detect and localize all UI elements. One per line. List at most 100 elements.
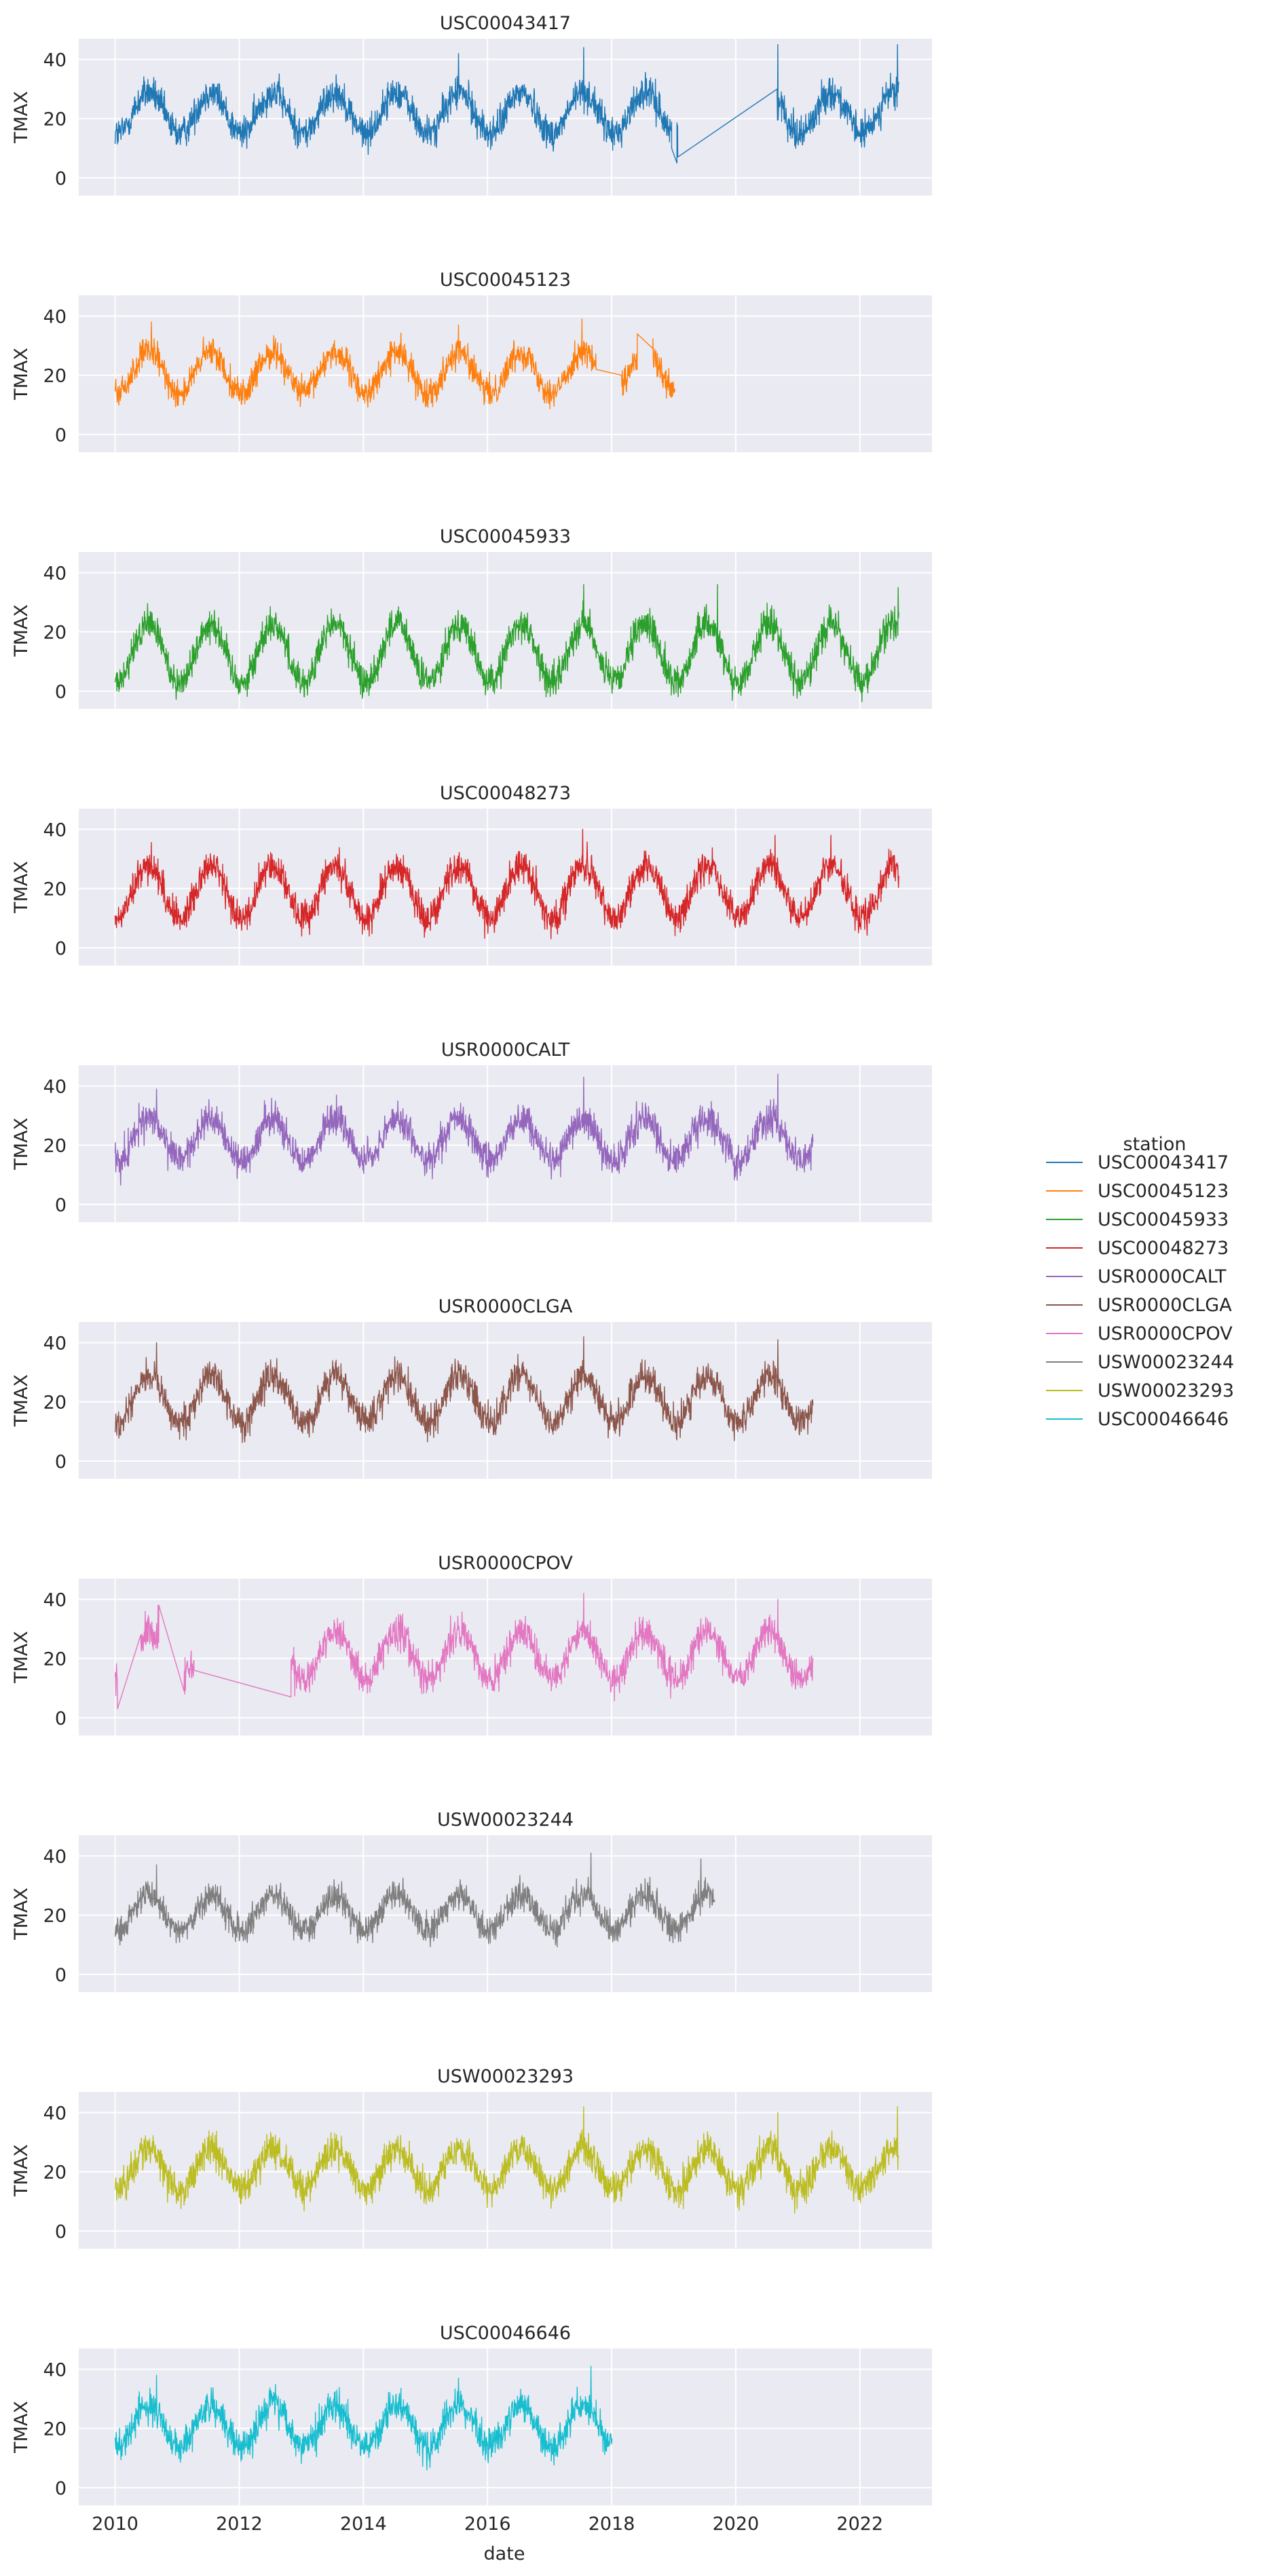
legend-item-usc00045123: USC00045123 [1046,1181,1229,1202]
series-line-usc00045933 [114,584,899,703]
panel-title: USC00043417 [440,13,571,34]
legend-item-usw00023293: USW00023293 [1046,1380,1234,1401]
legend-label: USR0000CPOV [1098,1323,1233,1344]
y-tick-label: 0 [55,682,67,703]
y-tick-label: 40 [43,1077,67,1098]
panel-title: USC00045933 [440,526,571,547]
series-line-usc00046646 [114,2366,613,2471]
panel-usc00046646: 0 20 40 2010 2012 2014 2016 2018 2020 2022 USC0004… [11,2323,932,2535]
y-tick-label: 40 [43,50,67,71]
x-tick-label: 2012 [216,2514,263,2535]
x-tick-label: 2014 [340,2514,387,2535]
legend-item-usc00046646: USC00046646 [1046,1409,1229,1430]
panel-usw00023244: 0 20 40 USW00023244 TMAX [11,1809,932,1992]
y-axis-label: TMAX [11,91,32,144]
y-tick-label: 40 [43,2103,67,2124]
series-line-usr0000calt [114,1073,814,1186]
x-axis-label: date [484,2543,525,2564]
y-tick-label: 40 [43,1590,67,1611]
y-axis-label: TMAX [11,348,32,401]
panel-usw00023293: 0 20 40 USW00023293 TMAX [11,2066,932,2249]
y-tick-label: 20 [43,2163,67,2184]
panel-usc00048273: 0 20 40 USC00048273 TMAX [11,783,932,965]
series-line-usw00023293 [114,2106,899,2214]
panel-title: USR0000CALT [441,1039,570,1061]
y-tick-label: 20 [43,366,67,387]
y-axis-label: TMAX [11,604,32,657]
legend-item-usc00045933: USC00045933 [1046,1209,1229,1230]
y-tick-label: 40 [43,1847,67,1868]
y-tick-label: 0 [55,2222,67,2243]
y-axis-label: TMAX [11,1118,32,1171]
y-axis-label: TMAX [11,1631,32,1684]
y-tick-label: 40 [43,820,67,841]
legend-label: USC00043417 [1098,1152,1229,1173]
legend-label: USR0000CALT [1098,1266,1227,1287]
y-tick-label: 20 [43,1906,67,1927]
plot-background [79,1835,932,1992]
series-line-usc00045123 [114,318,676,409]
x-tick-label: 2010 [92,2514,138,2535]
y-axis-label: TMAX [11,861,32,914]
legend-item-usr0000cpov: USR0000CPOV [1046,1323,1233,1344]
y-tick-label: 20 [43,1136,67,1157]
y-tick-label: 0 [55,1708,67,1729]
panel-usc00043417: 0 20 40 USC00043417 TMAX [11,13,932,196]
y-tick-label: 40 [43,307,67,328]
legend: station USC00043417 USC00045123 USC0004593… [1046,1134,1234,1430]
panel-title: USW00023244 [437,1809,574,1830]
y-tick-label: 40 [43,1333,67,1355]
x-tick-label: 2020 [713,2514,760,2535]
y-tick-label: 20 [43,2419,67,2440]
series-line-usc00048273 [114,828,899,940]
legend-items: USC00043417 USC00045123 USC00045933 USC0004… [1046,1152,1234,1430]
panel-usr0000cpov: 0 20 40 USR0000CPOV TMAX [11,1553,932,1735]
y-tick-label: 20 [43,623,67,644]
legend-label: USC00048273 [1098,1238,1229,1259]
y-tick-label: 20 [43,879,67,900]
y-tick-label: 20 [43,1649,67,1670]
panel-usr0000calt: 0 20 40 USR0000CALT TMAX [11,1039,932,1222]
panel-title: USC00045123 [440,270,571,291]
panel-title: USR0000CPOV [438,1553,573,1574]
y-tick-label: 40 [43,564,67,585]
panel-title: USW00023293 [437,2066,574,2087]
y-axis-label: TMAX [11,1374,32,1427]
legend-label: USC00045933 [1098,1209,1229,1230]
legend-label: USC00046646 [1098,1409,1229,1430]
legend-label: USW00023244 [1098,1352,1234,1373]
y-tick-label: 20 [43,1393,67,1414]
panel-title: USC00048273 [440,783,571,804]
panel-usc00045123: 0 20 40 USC00045123 TMAX [11,270,932,452]
y-tick-label: 40 [43,2360,67,2381]
x-tick-label: 2022 [836,2514,883,2535]
panel-title: USR0000CLGA [438,1296,573,1317]
legend-label: USR0000CLGA [1098,1295,1232,1316]
legend-item-usr0000calt: USR0000CALT [1046,1266,1227,1287]
chart-panels: 0 20 40 USC00043417 TMAX 0 20 40 USC00045123 TMAX… [11,13,932,2535]
legend-label: USW00023293 [1098,1380,1234,1401]
panel-usc00045933: 0 20 40 USC00045933 TMAX [11,526,932,709]
x-tick-label: 2016 [464,2514,511,2535]
x-tick-label: 2018 [589,2514,635,2535]
series-line-usw00023244 [114,1852,715,1948]
y-tick-label: 0 [55,1195,67,1216]
legend-item-usc00048273: USC00048273 [1046,1238,1229,1259]
legend-item-usr0000clga: USR0000CLGA [1046,1295,1232,1316]
legend-item-usc00043417: USC00043417 [1046,1152,1229,1173]
legend-label: USC00045123 [1098,1181,1229,1202]
y-tick-label: 20 [43,109,67,130]
y-tick-label: 0 [55,1452,67,1473]
legend-title: station [1123,1134,1187,1155]
y-axis-label: TMAX [11,2144,32,2197]
y-tick-label: 0 [55,168,67,189]
series-line-usc00043417 [114,44,899,164]
series-line-usr0000cpov [114,1593,814,1710]
series-line-usr0000clga [114,1336,814,1443]
y-tick-label: 0 [55,1965,67,1986]
y-tick-label: 0 [55,425,67,446]
y-axis-label: TMAX [11,1888,32,1940]
y-axis-label: TMAX [11,2401,32,2454]
y-tick-label: 0 [55,938,67,959]
